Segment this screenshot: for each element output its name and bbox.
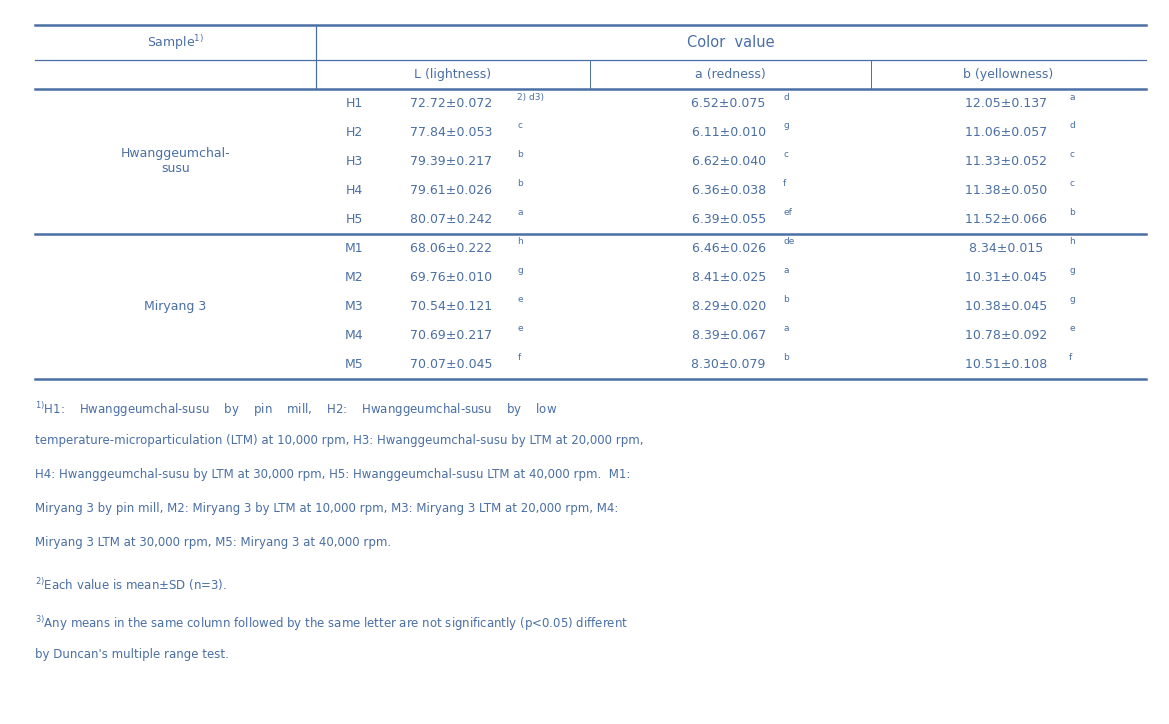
Text: e: e <box>517 324 523 333</box>
Text: Color  value: Color value <box>687 35 774 50</box>
Text: 8.41±0.025: 8.41±0.025 <box>692 271 769 284</box>
Text: 6.36±0.038: 6.36±0.038 <box>692 184 769 197</box>
Text: 8.30±0.079: 8.30±0.079 <box>691 358 770 371</box>
Text: 11.38±0.050: 11.38±0.050 <box>966 184 1051 197</box>
Text: 11.52±0.066: 11.52±0.066 <box>966 213 1051 226</box>
Text: g: g <box>783 122 789 130</box>
Text: 69.76±0.010: 69.76±0.010 <box>410 271 496 284</box>
Text: 70.69±0.217: 70.69±0.217 <box>410 329 496 342</box>
Text: 79.39±0.217: 79.39±0.217 <box>410 155 496 168</box>
Text: 6.62±0.040: 6.62±0.040 <box>692 155 769 168</box>
Text: h: h <box>1068 237 1074 246</box>
Text: b: b <box>783 295 789 304</box>
Text: Hwanggeumchal-
susu: Hwanggeumchal- susu <box>120 148 230 175</box>
Text: a: a <box>783 324 789 333</box>
Text: d: d <box>783 93 789 101</box>
Text: M4: M4 <box>345 329 364 342</box>
Text: M1: M1 <box>345 242 364 255</box>
Text: 8.34±0.015: 8.34±0.015 <box>969 242 1047 255</box>
Text: 8.39±0.067: 8.39±0.067 <box>692 329 769 342</box>
Text: c: c <box>1068 151 1074 159</box>
Text: H4: H4 <box>346 184 362 197</box>
Text: f: f <box>517 353 520 362</box>
Text: H1: H1 <box>346 97 362 110</box>
Text: 6.52±0.075: 6.52±0.075 <box>691 97 770 110</box>
Text: 6.39±0.055: 6.39±0.055 <box>692 213 769 226</box>
Text: 80.07±0.242: 80.07±0.242 <box>410 213 496 226</box>
Text: 68.06±0.222: 68.06±0.222 <box>410 242 496 255</box>
Text: 10.78±0.092: 10.78±0.092 <box>966 329 1051 342</box>
Text: 79.61±0.026: 79.61±0.026 <box>410 184 496 197</box>
Text: e: e <box>517 295 523 304</box>
Text: g: g <box>1068 266 1074 275</box>
Text: a: a <box>1068 93 1074 101</box>
Text: g: g <box>517 266 523 275</box>
Text: H3: H3 <box>346 155 362 168</box>
Text: 10.51±0.108: 10.51±0.108 <box>966 358 1051 371</box>
Text: 12.05±0.137: 12.05±0.137 <box>966 97 1051 110</box>
Text: c: c <box>1068 180 1074 188</box>
Text: Miryang 3: Miryang 3 <box>144 300 207 313</box>
Text: b: b <box>517 151 523 159</box>
Text: 11.33±0.052: 11.33±0.052 <box>966 155 1051 168</box>
Text: 70.54±0.121: 70.54±0.121 <box>410 300 496 313</box>
Text: b (yellowness): b (yellowness) <box>963 68 1053 81</box>
Text: by Duncan's multiple range test.: by Duncan's multiple range test. <box>35 648 229 661</box>
Text: h: h <box>517 237 523 246</box>
Text: M3: M3 <box>345 300 364 313</box>
Text: de: de <box>783 237 795 246</box>
Text: b: b <box>1068 209 1074 217</box>
Text: b: b <box>517 180 523 188</box>
Text: e: e <box>1068 324 1074 333</box>
Text: g: g <box>1068 295 1074 304</box>
Text: 8.29±0.020: 8.29±0.020 <box>692 300 769 313</box>
Text: L (lightness): L (lightness) <box>415 68 491 81</box>
Text: a (redness): a (redness) <box>696 68 766 81</box>
Text: M2: M2 <box>345 271 364 284</box>
Text: 11.06±0.057: 11.06±0.057 <box>966 126 1051 139</box>
Text: a: a <box>783 266 789 275</box>
Text: Miryang 3 by pin mill, M2: Miryang 3 by LTM at 10,000 rpm, M3: Miryang 3 LTM at : Miryang 3 by pin mill, M2: Miryang 3 by … <box>35 502 618 515</box>
Text: c: c <box>783 151 788 159</box>
Text: 10.31±0.045: 10.31±0.045 <box>966 271 1051 284</box>
Text: ef: ef <box>783 209 793 217</box>
Text: 2) d3): 2) d3) <box>517 93 545 101</box>
Text: c: c <box>517 122 523 130</box>
Text: Sample$^{1)}$: Sample$^{1)}$ <box>147 33 203 52</box>
Text: b: b <box>783 353 789 362</box>
Text: f: f <box>783 180 787 188</box>
Text: H5: H5 <box>346 213 362 226</box>
Text: a: a <box>517 209 523 217</box>
Text: 72.72±0.072: 72.72±0.072 <box>410 97 496 110</box>
Text: M5: M5 <box>345 358 364 371</box>
Text: f: f <box>1068 353 1072 362</box>
Text: 70.07±0.045: 70.07±0.045 <box>410 358 496 371</box>
Text: $^{2)}$Each value is mean$\pm$SD (n=3).: $^{2)}$Each value is mean$\pm$SD (n=3). <box>35 576 227 593</box>
Text: temperature-microparticulation (LTM) at 10,000 rpm, H3: Hwanggeumchal-susu by LT: temperature-microparticulation (LTM) at … <box>35 434 644 447</box>
Text: $^{3)}$Any means in the same column followed by the same letter are not signific: $^{3)}$Any means in the same column foll… <box>35 614 628 633</box>
Text: 77.84±0.053: 77.84±0.053 <box>410 126 496 139</box>
Text: H2: H2 <box>346 126 362 139</box>
Text: 10.38±0.045: 10.38±0.045 <box>966 300 1051 313</box>
Text: d: d <box>1068 122 1074 130</box>
Text: $^{1)}$H1:    Hwanggeumchal-susu    by    pin    mill,    H2:    Hwanggeumchal-s: $^{1)}$H1: Hwanggeumchal-susu by pin mil… <box>35 400 558 419</box>
Text: 6.46±0.026: 6.46±0.026 <box>692 242 769 255</box>
Text: 6.11±0.010: 6.11±0.010 <box>692 126 769 139</box>
Text: H4: Hwanggeumchal-susu by LTM at 30,000 rpm, H5: Hwanggeumchal-susu LTM at 40,00: H4: Hwanggeumchal-susu by LTM at 30,000 … <box>35 468 630 481</box>
Text: Miryang 3 LTM at 30,000 rpm, M5: Miryang 3 at 40,000 rpm.: Miryang 3 LTM at 30,000 rpm, M5: Miryang… <box>35 536 392 550</box>
